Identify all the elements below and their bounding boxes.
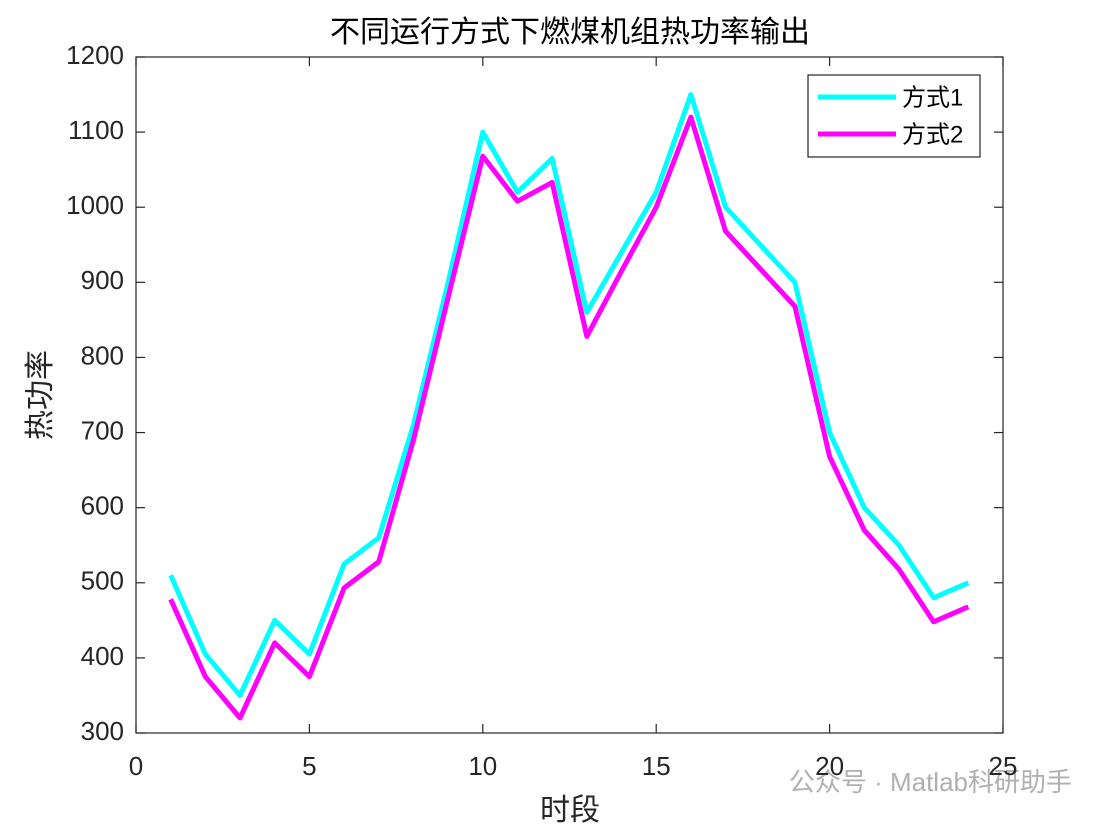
watermark: 公众号 · Matlab科研助手: [789, 767, 1072, 797]
x-tick-label: 10: [468, 751, 497, 781]
x-axis-label: 时段: [540, 793, 600, 828]
y-tick-label: 400: [81, 641, 124, 671]
y-tick-label: 600: [81, 491, 124, 521]
series-line: [168, 114, 970, 721]
x-tick-label: 20: [815, 751, 844, 781]
y-tick-label: 1100: [68, 115, 124, 145]
series-line: [168, 92, 970, 698]
x-tick-label: 0: [129, 751, 143, 781]
legend-label: 方式2: [902, 121, 963, 148]
y-tick-label: 900: [81, 265, 124, 295]
legend-label: 方式1: [902, 84, 963, 111]
y-tick-label: 500: [81, 566, 124, 596]
legend-box: [807, 74, 981, 158]
x-tick-label: 15: [642, 751, 671, 781]
y-tick-label: 1000: [66, 190, 124, 220]
y-tick-label: 1200: [66, 40, 124, 70]
x-tick-label: 25: [989, 751, 1018, 781]
y-tick-label: 700: [81, 415, 124, 445]
plot-area: [135, 56, 1004, 734]
y-tick-label: 300: [81, 716, 124, 746]
chart-title: 不同运行方式下燃煤机组热功率输出: [330, 15, 810, 50]
y-tick-label: 800: [81, 340, 124, 370]
y-axis-label: 热功率: [23, 350, 58, 440]
x-tick-label: 5: [302, 751, 316, 781]
